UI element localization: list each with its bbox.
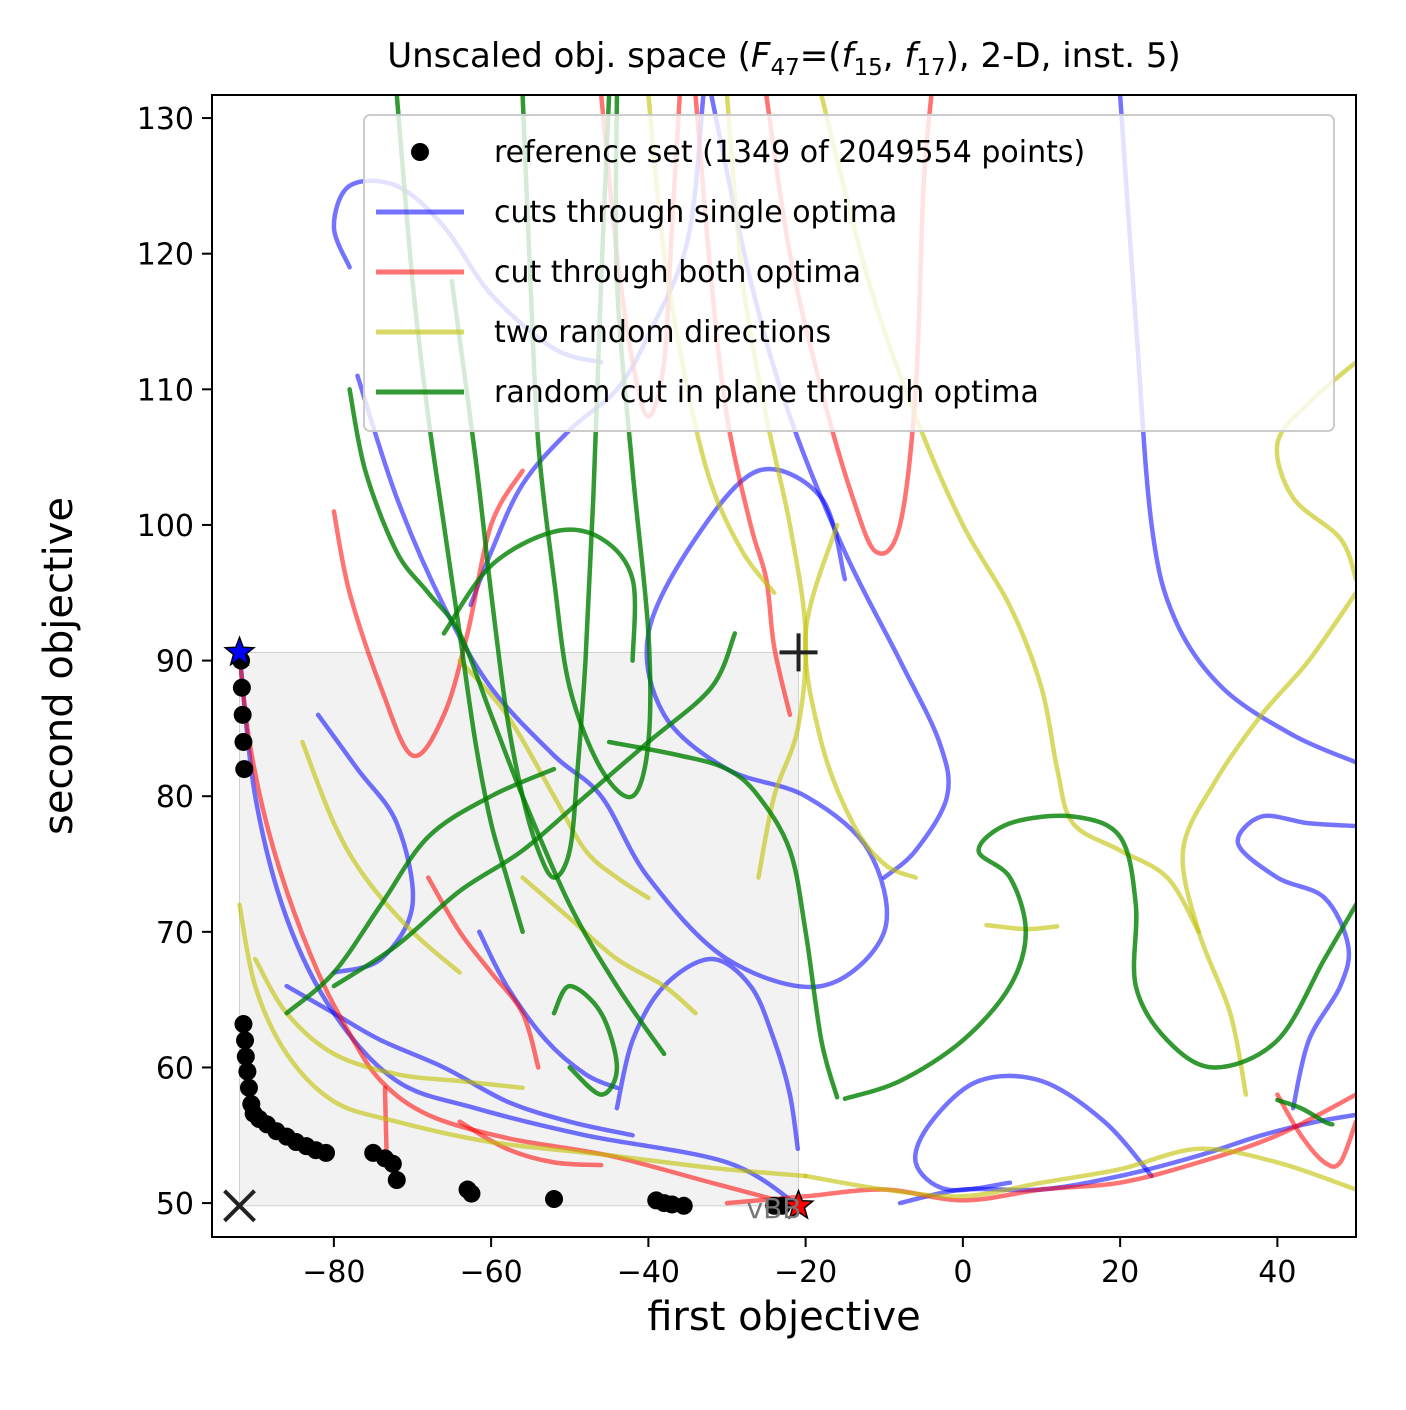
y-tick-label-9: 130 [137,102,194,137]
y-axis-label: second objective [36,497,82,835]
yellow-cut-line-35 [300,739,462,975]
reference-point-30 [232,678,251,697]
green-cut-line-39 [331,631,738,989]
reference-point-2 [236,1031,255,1050]
reference-point-5 [239,1078,258,1097]
green-cut-line-41 [606,739,840,1100]
reference-point-21 [462,1184,481,1203]
optimum-1-star-icon [223,635,256,667]
red-cut-line-17 [724,1092,1356,1206]
yellow-cut-line-25 [252,956,525,1091]
yellow-cut-line-36 [802,522,918,880]
x-tick-label-6: 20 [1101,1255,1139,1290]
reference-point-18 [383,1154,402,1173]
blue-cut-line-11 [614,956,801,1152]
yellow-cut-line-24 [237,902,808,1179]
reference-point-22 [545,1190,564,1209]
reference-point-3 [236,1047,255,1066]
green-cut-line-40 [842,813,1356,1101]
legend-label-2: cuts through single optima [494,195,897,230]
green-cut-line-46 [284,766,557,1016]
x-tick-label-3: −40 [617,1255,680,1290]
nadir-point-plus-icon [779,633,818,672]
reference-point-26 [674,1196,693,1215]
marker-layer: vBB [223,633,818,1225]
series-layer [237,95,1356,1209]
optimum-2-star-icon [782,1188,815,1220]
y-tick-label-8: 120 [137,238,194,273]
legend-label-1: reference set (1349 of 2049554 points) [494,135,1085,170]
dominated-region [239,651,800,1207]
blue-cut-line-2 [477,929,620,1091]
x-axis-label: first objective [647,1294,921,1340]
reference-point-32 [234,732,253,751]
ideal-point-x-icon [223,1189,256,1223]
y-tick-label-7: 110 [137,373,194,408]
plot-frame [211,94,1357,1238]
blue-cut-line-1 [237,650,801,1209]
red-cut-line-22 [425,875,541,1070]
blue-cut-line-9 [912,1073,1154,1193]
reference-set-layer [232,651,792,1215]
x-tick-label-1: −80 [302,1255,365,1290]
yellow-cut-line-31 [1180,590,1356,1097]
y-tick-label-3: 70 [156,916,194,951]
legend-label-5: random cut in plane through optima [494,375,1039,410]
yellow-cut-line-33 [803,1146,1356,1199]
x-tick-label-7: 40 [1258,1255,1296,1290]
red-cut-line-21 [1275,1092,1356,1169]
blue-cut-line-13 [284,983,635,1138]
blue-cut-line-4 [355,373,890,990]
reference-point-4 [238,1062,257,1081]
x-tick-label-2: −60 [459,1255,522,1290]
green-cut-line-44 [347,387,667,1057]
red-cut-line-15 [382,1085,389,1152]
red-cut-line-16 [457,1119,604,1168]
y-tick-label-6: 100 [137,509,194,544]
legend-marker-reference-set [411,143,429,161]
legend-label-3: cut through both optima [494,255,861,290]
vbb-label: vBB [747,1192,802,1225]
reference-point-15 [317,1143,336,1162]
y-tick-label-5: 90 [156,645,194,680]
x-tick-label-5: 0 [953,1255,972,1290]
yellow-cut-line-27 [520,875,698,1016]
y-tick-label-2: 60 [156,1051,194,1086]
reference-point-19 [387,1171,406,1190]
green-cut-line-45 [1275,1097,1335,1127]
chart-title: Unscaled obj. space (F47=(f15, f17), 2-D… [387,36,1181,81]
yellow-cut-line-26 [984,922,1060,932]
blue-cut-line-10 [1235,813,1356,1111]
x-axis: −80 −60 −40 −20 0 20 40 [302,1237,1296,1290]
reference-point-31 [233,705,252,724]
green-cut-line-47 [441,527,638,663]
legend-box [363,114,1335,432]
reference-point-1 [234,1015,253,1034]
x-tick-label-4: −20 [774,1255,837,1290]
legend-label-4: two random directions [494,315,831,350]
y-tick-label-1: 50 [156,1187,194,1222]
y-tick-label-4: 80 [156,780,194,815]
legend: reference set (1349 of 2049554 points) cu… [363,114,1335,432]
y-axis: 50 60 70 80 90 100 110 120 130 [137,102,212,1222]
green-cut-line-38 [551,983,620,1097]
reference-point-33 [235,760,254,779]
